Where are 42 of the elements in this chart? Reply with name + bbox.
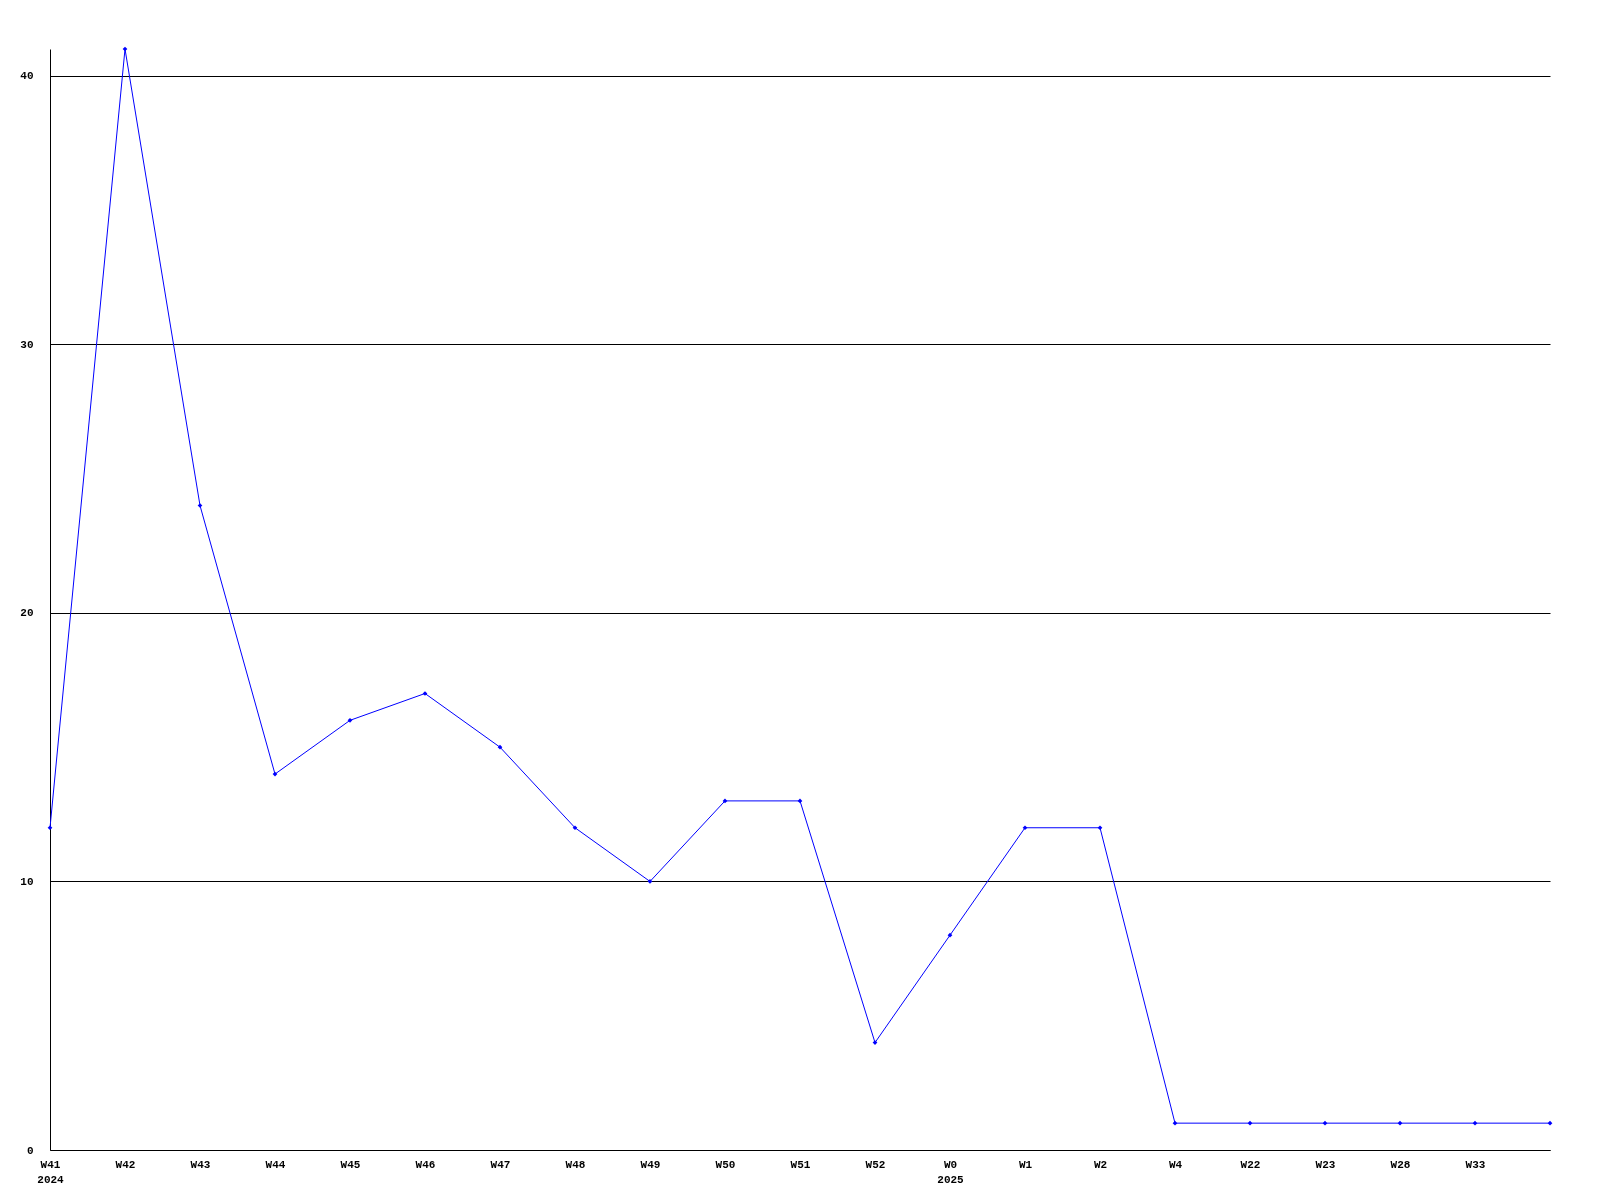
x-tick-label: W43 — [190, 1158, 211, 1171]
y-tick-label: 10 — [20, 875, 34, 888]
y-tick-label: 20 — [20, 607, 34, 620]
x-tick-label: W28 — [1390, 1158, 1411, 1171]
x-tick-label: W44 — [265, 1158, 286, 1171]
x-tick-label: W51 — [790, 1158, 811, 1171]
x-tick-label: W2 — [1093, 1158, 1108, 1171]
y-tick-label: 0 — [26, 1144, 34, 1157]
point — [497, 744, 503, 750]
point — [1247, 1120, 1253, 1126]
x-tick-label: W45 — [340, 1158, 361, 1171]
point — [722, 798, 728, 804]
x-tick-label: W52 — [865, 1158, 886, 1171]
x-tick-label: W0 2025 — [937, 1158, 965, 1186]
point — [572, 825, 578, 831]
x-tick-label: W23 — [1315, 1158, 1336, 1171]
point — [947, 932, 953, 938]
point — [797, 798, 803, 804]
x-tick-label: W41 2024 — [37, 1158, 65, 1186]
x-tick-label: W22 — [1240, 1158, 1261, 1171]
y-tick-label: 30 — [20, 338, 34, 351]
point — [122, 46, 128, 52]
point — [1472, 1120, 1478, 1126]
x-tick-label: W1 — [1018, 1158, 1033, 1171]
y-tick-label: 40 — [20, 70, 34, 83]
point — [272, 771, 278, 777]
point — [1172, 1120, 1178, 1126]
point — [347, 718, 353, 723]
x-tick-label: W50 — [715, 1158, 736, 1171]
point — [1397, 1120, 1403, 1126]
point — [1097, 825, 1103, 831]
x-tick-label: W42 — [115, 1158, 136, 1171]
point — [1022, 825, 1028, 831]
x-tick-label: W46 — [415, 1158, 436, 1171]
point — [47, 825, 53, 831]
x-tick-label: W33 — [1465, 1158, 1486, 1171]
point — [1547, 1120, 1553, 1126]
x-tick-label: W47 — [490, 1158, 511, 1171]
point — [1322, 1120, 1328, 1126]
x-tick-label: W48 — [565, 1158, 586, 1171]
x-tick-label: W4 — [1168, 1158, 1183, 1171]
x-tick-label: W49 — [640, 1158, 661, 1171]
